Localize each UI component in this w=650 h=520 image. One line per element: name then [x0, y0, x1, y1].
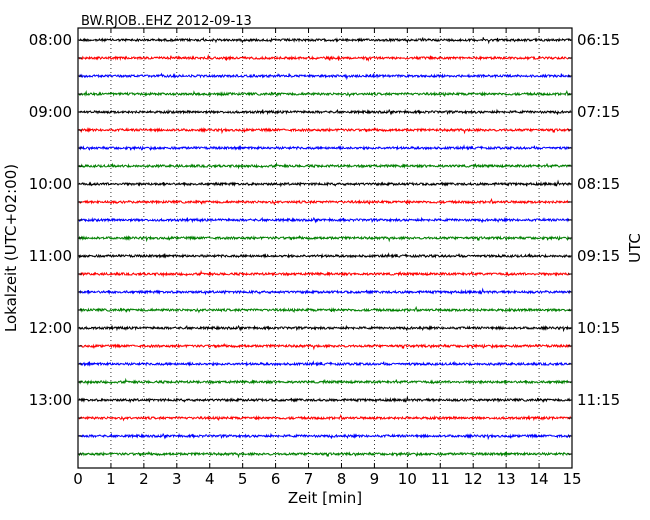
x-tick-label: 12 — [464, 470, 483, 488]
seismic-trace — [78, 126, 571, 135]
x-tick-label: 15 — [562, 470, 581, 488]
x-tick-label: 6 — [271, 470, 281, 488]
right-tick-label: 11:15 — [577, 391, 620, 409]
x-tick-label: 1 — [106, 470, 116, 488]
seismic-trace — [78, 36, 572, 45]
seismic-trace — [78, 305, 572, 314]
left-tick-label: 13:00 — [29, 391, 72, 409]
seismic-trace — [78, 450, 571, 459]
seismic-trace — [78, 252, 572, 259]
x-axis-title: Zeit [min] — [288, 489, 362, 507]
left-tick-label: 11:00 — [29, 247, 72, 265]
x-tick-label: 11 — [431, 470, 450, 488]
left-tick-label: 08:00 — [29, 31, 72, 49]
seismic-trace — [78, 413, 572, 422]
seismic-traces — [78, 36, 572, 459]
seismic-trace — [78, 395, 572, 404]
x-tick-label: 4 — [205, 470, 215, 488]
right-tick-label: 06:15 — [577, 31, 620, 49]
right-tick-labels: 06:15 07:15 08:15 09:15 10:15 11:15 — [577, 31, 620, 409]
seismic-trace — [78, 234, 572, 243]
x-tick-label: 9 — [370, 470, 380, 488]
seismic-trace — [78, 89, 572, 98]
x-tick-label: 13 — [497, 470, 516, 488]
seismic-trace — [78, 161, 571, 170]
left-tick-label: 10:00 — [29, 175, 72, 193]
x-tick-label: 0 — [73, 470, 83, 488]
right-axis-title: UTC — [626, 233, 644, 263]
right-tick-label: 09:15 — [577, 247, 620, 265]
x-tick-label: 14 — [530, 470, 549, 488]
left-tick-label: 12:00 — [29, 319, 72, 337]
seismic-trace — [78, 144, 571, 151]
seismic-trace — [78, 324, 572, 333]
right-tick-label: 10:15 — [577, 319, 620, 337]
plot-frame — [77, 27, 573, 469]
seismic-trace — [78, 72, 571, 81]
seismic-trace — [78, 287, 572, 296]
chart-title: BW.RJOB..EHZ 2012-09-13 — [81, 14, 252, 29]
x-tick-label: 2 — [139, 470, 149, 488]
left-tick-labels: 08:00 09:00 10:00 11:00 12:00 13:00 — [29, 31, 72, 409]
right-tick-label: 07:15 — [577, 103, 620, 121]
seismic-trace — [78, 108, 572, 116]
seismic-trace — [78, 216, 571, 224]
x-tick-label: 8 — [337, 470, 347, 488]
seismic-trace — [78, 197, 571, 206]
left-tick-label: 09:00 — [29, 103, 72, 121]
x-tick-label: 10 — [398, 470, 417, 488]
axis-ticks — [77, 28, 573, 468]
seismic-trace — [78, 377, 572, 386]
seismic-trace — [78, 432, 571, 441]
right-tick-label: 08:15 — [577, 175, 620, 193]
grid-lines — [110, 28, 540, 468]
left-axis-title: Lokalzeit (UTC+02:00) — [2, 164, 20, 332]
x-tick-labels: 0 1 2 3 4 5 6 7 8 9 10 11 12 13 14 15 — [73, 470, 581, 488]
x-tick-label: 5 — [238, 470, 248, 488]
seismic-trace — [78, 360, 571, 367]
seismic-trace — [78, 179, 572, 188]
x-tick-label: 3 — [172, 470, 182, 488]
x-tick-label: 7 — [304, 470, 314, 488]
seismic-trace — [78, 342, 572, 351]
seismic-trace — [78, 53, 572, 62]
seismic-trace — [78, 269, 571, 278]
